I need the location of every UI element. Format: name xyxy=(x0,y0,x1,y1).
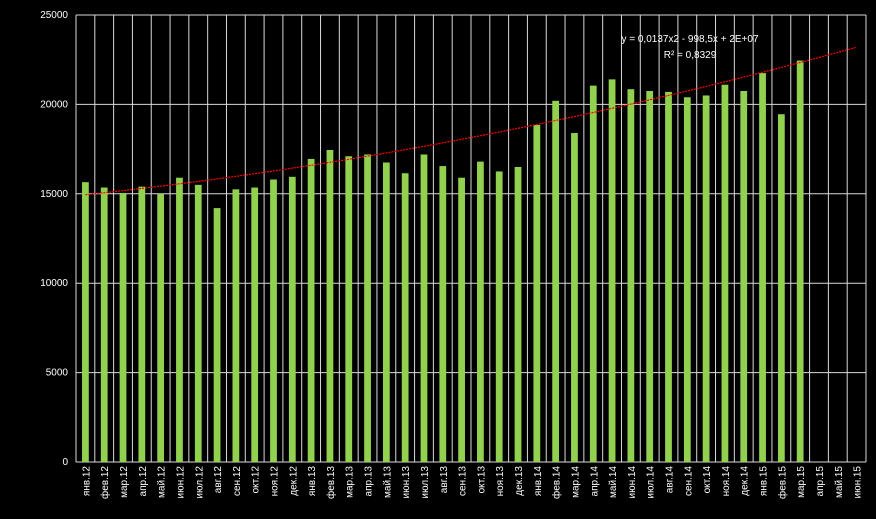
bar xyxy=(138,186,146,462)
x-tick-label: фев.14 xyxy=(551,466,563,499)
bar xyxy=(288,176,296,462)
x-tick-label: окт.14 xyxy=(702,466,713,494)
bar xyxy=(702,95,710,463)
y-axis-ticks: 0 5000 10000 15000 20000 25000 xyxy=(40,10,68,468)
x-tick-label: май.14 xyxy=(608,466,619,498)
x-tick-label: сен.13 xyxy=(458,466,469,496)
x-tick-label: окт.12 xyxy=(251,466,262,494)
x-tick-label: июн.12 xyxy=(175,466,186,499)
bar xyxy=(627,89,635,463)
x-tick-label: авг.12 xyxy=(213,466,224,494)
x-tick-label: июл.13 xyxy=(420,466,431,499)
bar xyxy=(307,158,315,462)
x-tick-label: июл.14 xyxy=(646,466,657,499)
bar xyxy=(326,149,334,462)
bar xyxy=(759,73,766,463)
x-tick-label: май.15 xyxy=(834,466,845,498)
x-tick-label: фев.12 xyxy=(99,466,111,499)
x-tick-label: янв.15 xyxy=(759,466,770,497)
bar xyxy=(439,166,447,462)
x-tick-label: авг.13 xyxy=(439,466,450,494)
bar xyxy=(533,124,541,462)
x-tick-label: авг.14 xyxy=(665,466,676,494)
bar xyxy=(176,177,183,462)
bar xyxy=(477,161,484,462)
x-tick-label: янв.13 xyxy=(307,466,318,497)
x-tick-label: ноя.13 xyxy=(495,466,506,497)
bar xyxy=(420,154,428,463)
bar xyxy=(119,192,127,462)
bar xyxy=(401,173,409,462)
bar xyxy=(100,187,108,463)
x-tick-label: дек.12 xyxy=(288,466,299,496)
bar xyxy=(608,79,616,463)
x-tick-label: май.13 xyxy=(382,466,393,498)
y-tick-label: 5000 xyxy=(46,368,69,379)
bar xyxy=(721,84,729,463)
x-tick-label: сен.12 xyxy=(232,466,243,496)
bar xyxy=(345,156,353,462)
x-tick-label: мар.13 xyxy=(345,466,356,498)
x-tick-label: дек.14 xyxy=(740,466,751,496)
x-tick-label: сен.14 xyxy=(683,466,694,496)
bar xyxy=(82,182,89,463)
x-tick-label: мар.15 xyxy=(796,466,807,498)
y-tick-label: 10000 xyxy=(40,278,68,289)
bar xyxy=(665,91,672,462)
x-tick-label: июн.14 xyxy=(627,466,638,499)
y-tick-label: 25000 xyxy=(40,10,68,21)
y-tick-label: 20000 xyxy=(40,99,68,110)
trendline-r-squared: R² = 0,8329 xyxy=(664,50,717,61)
x-tick-label: ноя.12 xyxy=(270,466,281,497)
y-tick-label: 15000 xyxy=(40,189,68,200)
x-tick-label: фев.15 xyxy=(776,466,788,499)
bar xyxy=(194,184,202,463)
x-tick-label: дек.13 xyxy=(514,466,525,496)
x-tick-label: янв.14 xyxy=(533,466,544,497)
bar xyxy=(270,179,277,462)
bar xyxy=(796,60,804,463)
x-tick-label: мар.14 xyxy=(570,466,581,498)
bar xyxy=(571,133,578,462)
x-tick-label: июн.15 xyxy=(853,466,864,499)
bar xyxy=(683,97,691,463)
trendline-curve xyxy=(85,46,857,196)
x-tick-label: июн.13 xyxy=(401,466,412,499)
bar xyxy=(232,189,240,462)
x-tick-label: фев.13 xyxy=(325,466,337,499)
trendline xyxy=(85,46,857,196)
x-tick-label: май.12 xyxy=(157,466,168,498)
bar xyxy=(514,166,522,463)
x-tick-label: апр.15 xyxy=(815,466,826,497)
x-tick-label: июл.12 xyxy=(194,466,205,499)
x-tick-label: апр.14 xyxy=(589,466,600,497)
bar xyxy=(251,187,259,463)
bar xyxy=(495,171,503,462)
trendline-equation: y = 0,0137x2 - 998,5x + 2E+07 xyxy=(621,34,758,45)
gridlines xyxy=(75,14,867,463)
bar xyxy=(157,193,165,463)
x-tick-label: апр.12 xyxy=(138,466,149,497)
x-tick-label: ноя.14 xyxy=(721,466,732,497)
x-tick-label: окт.13 xyxy=(476,466,487,494)
bar xyxy=(382,162,390,462)
bar xyxy=(364,154,371,463)
x-axis-ticks: янв.12 фев.12 мар.12 апр.12 май.12 июн.12 июл.… xyxy=(81,466,863,499)
bar xyxy=(646,90,654,463)
bar xyxy=(740,90,748,463)
bars xyxy=(82,60,804,463)
x-tick-label: янв.12 xyxy=(81,466,92,497)
bar xyxy=(589,85,597,462)
bar xyxy=(777,114,785,462)
bar xyxy=(458,177,465,462)
bar xyxy=(552,100,560,462)
x-tick-label: апр.13 xyxy=(364,466,375,497)
y-tick-label: 0 xyxy=(62,457,68,468)
bar xyxy=(213,208,221,462)
x-tick-label: мар.12 xyxy=(119,466,130,498)
